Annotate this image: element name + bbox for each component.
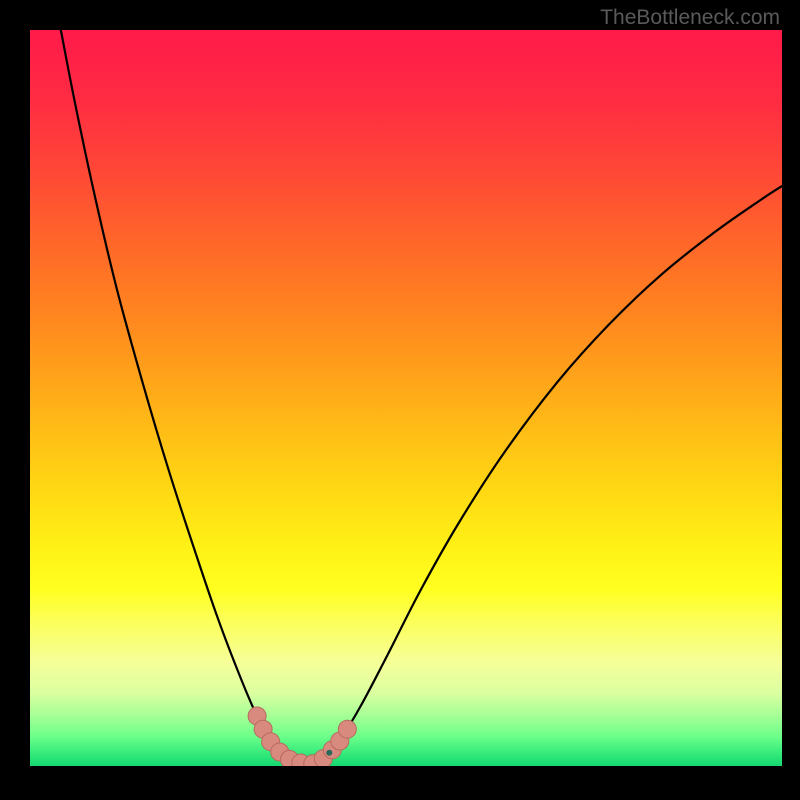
chart-container: TheBottleneck.com [0, 0, 800, 800]
marker-layer [30, 30, 782, 766]
watermark-text: TheBottleneck.com [600, 6, 780, 30]
plot-area [30, 30, 782, 766]
accent-dot [326, 750, 332, 756]
curve-marker [338, 720, 356, 738]
